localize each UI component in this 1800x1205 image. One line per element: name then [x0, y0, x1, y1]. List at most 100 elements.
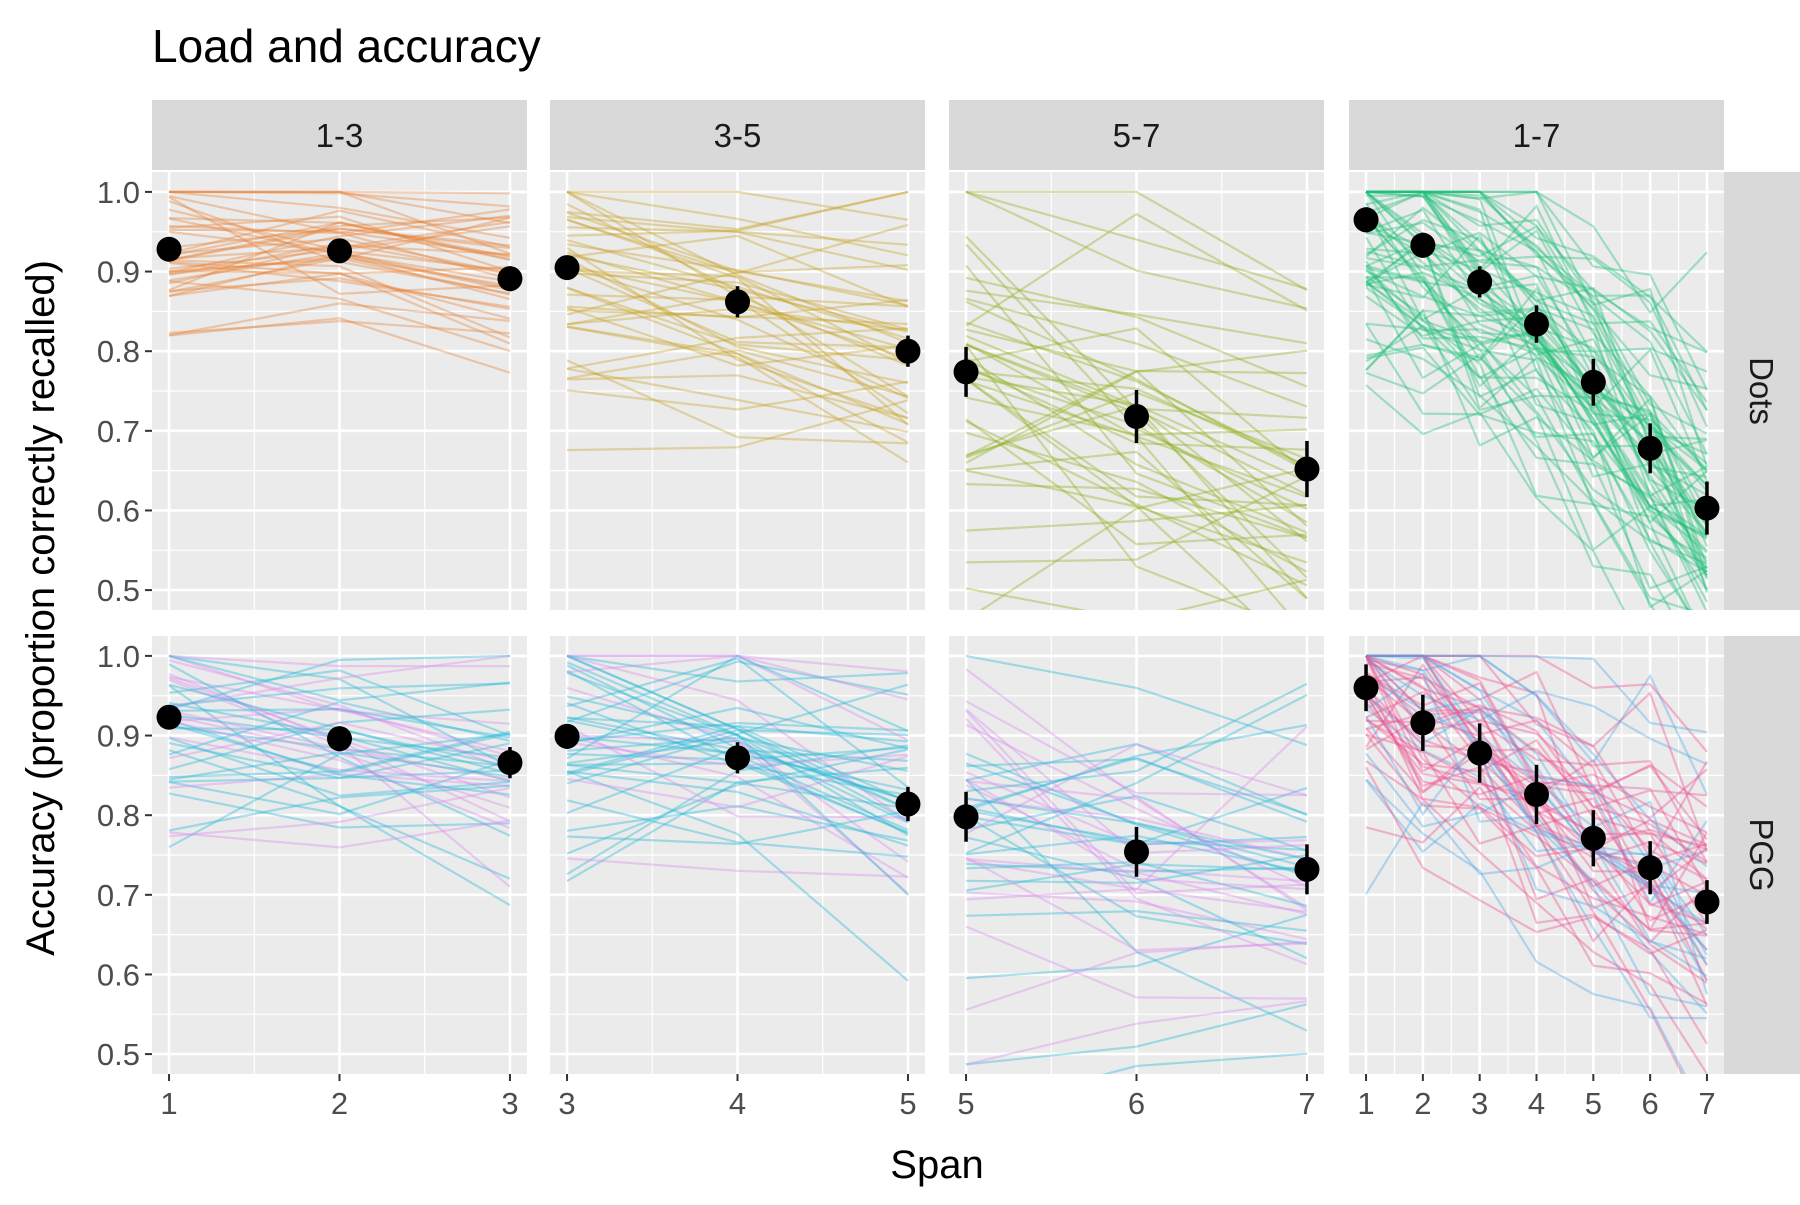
- participant-line: [1366, 190, 1708, 411]
- participant-line: [168, 654, 511, 702]
- participant-line: [567, 190, 909, 221]
- participant-line: [566, 660, 909, 724]
- mean-point: [156, 236, 182, 262]
- participant-line: [566, 755, 909, 809]
- mean-point: [895, 338, 921, 364]
- participant-line: [168, 730, 511, 779]
- participant-line: [566, 695, 909, 811]
- mean-point: [1580, 369, 1606, 395]
- participant-line: [1365, 281, 1656, 610]
- participant-line: [566, 325, 909, 464]
- participant-line: [566, 218, 909, 426]
- participant-line: [965, 700, 1308, 797]
- participant-line: [168, 684, 511, 880]
- participant-line: [1365, 268, 1708, 511]
- participant-line: [566, 267, 909, 349]
- y-tick-label: 1.0: [97, 175, 140, 210]
- participant-line: [566, 735, 909, 879]
- participant-line: [566, 367, 909, 433]
- x-tick-label: 3: [1471, 1086, 1488, 1121]
- participant-line: [1365, 214, 1708, 507]
- participant-line: [965, 212, 1308, 327]
- participant-line: [1366, 654, 1708, 753]
- participant-line: [1365, 655, 1708, 924]
- participant-line: [566, 286, 909, 425]
- facet-strip-col: [1349, 100, 1724, 170]
- participant-line: [965, 378, 1308, 507]
- participant-line: [168, 819, 511, 849]
- participant-line: [566, 683, 909, 785]
- facet-strip-label: 1-7: [1513, 117, 1561, 154]
- participant-line: [168, 708, 511, 739]
- participant-line: [566, 739, 909, 824]
- participant-line: [566, 190, 909, 231]
- participant-line: [1366, 654, 1708, 905]
- participant-line: [168, 654, 511, 668]
- mean-point: [1694, 889, 1720, 915]
- participant-line: [168, 663, 511, 837]
- participant-line: [1366, 190, 1692, 610]
- participant-line: [566, 298, 909, 319]
- participant-line: [168, 792, 511, 829]
- participant-line: [566, 654, 909, 810]
- participant-line: [965, 365, 1308, 451]
- y-tick-label: 0.5: [97, 1037, 140, 1072]
- x-tick-label: 4: [729, 1086, 746, 1121]
- panel-PGG-1-3: [152, 636, 527, 1074]
- participant-line: [1365, 286, 1708, 554]
- mean-point: [1410, 710, 1436, 736]
- participant-line: [566, 359, 909, 445]
- participant-line: [168, 195, 511, 281]
- participant-line: [965, 344, 1252, 610]
- mean-point: [1410, 232, 1436, 258]
- participant-line: [168, 759, 511, 816]
- participant-line: [1365, 384, 1626, 610]
- participant-line: [168, 266, 511, 297]
- participant-line: [566, 306, 909, 367]
- participant-line: [566, 686, 909, 863]
- participant-line: [965, 654, 1308, 747]
- y-tick-label: 1.0: [97, 639, 140, 674]
- participant-line: [965, 450, 1308, 600]
- participant-line: [168, 722, 511, 774]
- participant-line: [168, 654, 511, 768]
- participant-line: [566, 654, 909, 674]
- x-tick-label: 5: [899, 1086, 916, 1121]
- participant-line: [566, 190, 909, 344]
- x-tick-label: 7: [1698, 1086, 1715, 1121]
- participant-line: [566, 380, 909, 411]
- participant-line: [1365, 257, 1708, 465]
- participant-line: [1365, 719, 1684, 1074]
- participant-line: [1365, 275, 1708, 576]
- participant-line: [566, 654, 909, 823]
- participant-line: [1366, 190, 1708, 353]
- participant-line: [966, 190, 1308, 292]
- mean-point: [1467, 269, 1493, 295]
- participant-line: [566, 763, 909, 810]
- participant-line: [965, 778, 1308, 891]
- participant-line: [566, 857, 909, 878]
- mean-point: [953, 359, 979, 385]
- participant-line: [965, 725, 1308, 901]
- panel-Dots-3-5: [550, 172, 925, 610]
- participant-line: [566, 766, 909, 883]
- participant-line: [965, 420, 1308, 587]
- participant-line: [1365, 766, 1708, 1045]
- facet-strip-col: [550, 100, 925, 170]
- participant-line: [1366, 190, 1708, 471]
- participant-line: [168, 700, 511, 756]
- panel-PGG-3-5: [550, 636, 925, 1074]
- participant-line: [566, 804, 909, 842]
- participant-line: [965, 762, 1308, 868]
- participant-line: [965, 778, 1308, 1032]
- participant-line: [168, 751, 511, 781]
- participant-line: [566, 327, 909, 370]
- participant-line: [168, 260, 511, 320]
- participant-line: [965, 190, 1308, 290]
- x-tick-label: 1: [1357, 1086, 1374, 1121]
- participant-line: [1365, 654, 1708, 795]
- participant-line: [566, 190, 909, 257]
- participant-line: [1366, 190, 1708, 455]
- participant-line: [965, 743, 1308, 835]
